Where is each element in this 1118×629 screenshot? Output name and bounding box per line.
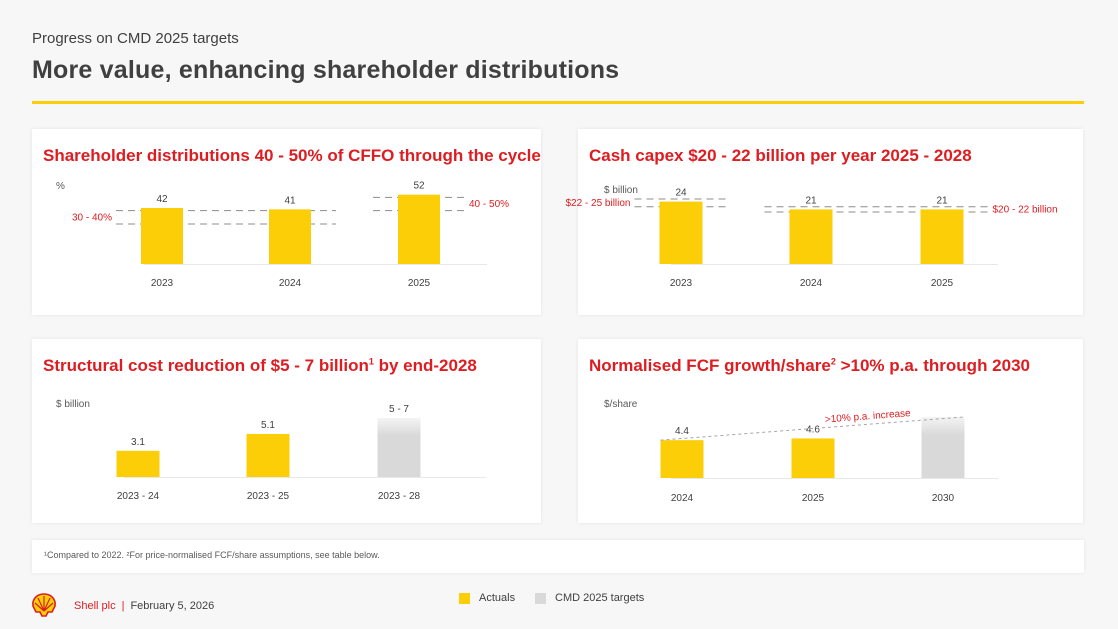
bar — [659, 201, 703, 264]
panel-title: Shareholder distributions 40 - 50% of CF… — [43, 146, 541, 165]
page-subtitle: Progress on CMD 2025 targets — [32, 30, 239, 47]
panel-title: Normalised FCF growth/share2 >10% p.a. t… — [589, 356, 1030, 376]
bar — [920, 209, 964, 264]
panel-title-suffix: by end-2028 — [373, 356, 477, 375]
bar — [246, 433, 290, 477]
trend-line — [660, 416, 965, 441]
distributions-chart: % 30 - 40% 40 - 50% 42 2023 41 2024 52 2025 — [56, 181, 509, 289]
footnote-marker: 2 — [830, 356, 836, 367]
footnote-marker: 1 — [368, 356, 374, 367]
y-axis-label: $ billion — [604, 185, 638, 196]
legend-label-actuals: Actuals — [479, 592, 516, 604]
category-label: 2025 — [931, 278, 954, 289]
y-axis-label: % — [56, 181, 65, 192]
capex-chart: $ billion $22 - 25 billion $20 - 22 billio… — [565, 185, 1058, 289]
panel-title: Structural cost reduction of $5 - 7 bill… — [43, 356, 477, 376]
y-axis-label: $ billion — [56, 399, 90, 410]
bar — [141, 208, 183, 264]
bar — [269, 209, 311, 264]
data-label: 21 — [936, 195, 948, 206]
data-label: 4.6 — [806, 424, 820, 435]
category-label: 2030 — [932, 493, 955, 504]
legend-swatch-actuals — [459, 592, 470, 604]
bar — [377, 417, 421, 477]
footnote: ¹Compared to 2022. ²For price-normalised… — [44, 550, 380, 560]
category-label: 2023 - 25 — [247, 491, 290, 502]
category-label: 2023 — [670, 278, 693, 289]
cost-reduction-chart: $ billion 3.1 2023 - 24 5.1 2023 - 25 5 - 7 20… — [56, 399, 486, 502]
data-label: 5 - 7 — [389, 404, 409, 415]
range-label: 30 - 40% — [72, 212, 112, 223]
category-label: 2023 — [151, 278, 174, 289]
category-label: 2025 — [408, 278, 431, 289]
data-label: 21 — [805, 195, 817, 206]
bar — [116, 450, 160, 477]
data-label: 3.1 — [131, 437, 145, 448]
footnote-box: ¹Compared to 2022. ²For price-normalised… — [32, 540, 1084, 573]
panel-title-main: Normalised FCF growth/share — [589, 356, 831, 375]
category-label: 2023 - 24 — [117, 491, 160, 502]
category-label: 2024 — [800, 278, 823, 289]
category-label: 2024 — [279, 278, 302, 289]
legend-actuals: Actuals — [459, 592, 515, 604]
data-label: 24 — [675, 188, 687, 199]
fcf-panel: Normalised FCF growth/share2 >10% p.a. t… — [578, 339, 1083, 523]
y-axis-label: $/share — [604, 399, 638, 410]
data-label: 41 — [284, 195, 296, 206]
range-label: $20 - 22 billion — [993, 204, 1058, 215]
data-label: 5.1 — [261, 420, 275, 431]
bar — [921, 416, 965, 478]
cost-reduction-panel: Structural cost reduction of $5 - 7 bill… — [32, 339, 541, 523]
legend-targets: CMD 2025 targets — [535, 592, 644, 604]
panel-title: Cash capex $20 - 22 billion per year 202… — [589, 146, 972, 165]
shell-logo-icon — [32, 593, 56, 617]
legend-swatch-targets — [535, 592, 546, 604]
distributions-panel: Shareholder distributions 40 - 50% of CF… — [32, 129, 541, 315]
range-label: $22 - 25 billion — [565, 198, 630, 209]
footer-text: Shell plc | February 5, 2026 — [74, 600, 214, 612]
legend-label-targets: CMD 2025 targets — [555, 592, 645, 604]
category-label: 2024 — [671, 493, 694, 504]
data-label: 42 — [156, 194, 168, 205]
panel-title-main: Structural cost reduction of $5 - 7 bill… — [43, 356, 369, 375]
data-label: 52 — [413, 181, 425, 192]
page-title: More value, enhancing shareholder distri… — [32, 56, 620, 84]
trend-label: >10% p.a. increase — [825, 408, 912, 426]
bar — [660, 440, 704, 478]
footer-date: February 5, 2026 — [130, 600, 215, 612]
bar — [789, 209, 833, 264]
category-label: 2025 — [802, 493, 825, 504]
category-label: 2023 - 28 — [378, 491, 421, 502]
footer-separator: | — [121, 600, 125, 612]
capex-panel: Cash capex $20 - 22 billion per year 202… — [565, 129, 1083, 315]
fcf-chart: $/share 4.4 2024 4.6 2025 2030 >10% p.a. incre… — [604, 399, 998, 504]
bar — [791, 438, 835, 478]
range-label: 40 - 50% — [469, 199, 509, 210]
title-divider — [32, 101, 1084, 104]
footer-brand: Shell plc — [74, 600, 116, 612]
bar — [398, 194, 440, 264]
panel-title-suffix: >10% p.a. through 2030 — [835, 356, 1030, 375]
data-label: 4.4 — [675, 426, 689, 437]
